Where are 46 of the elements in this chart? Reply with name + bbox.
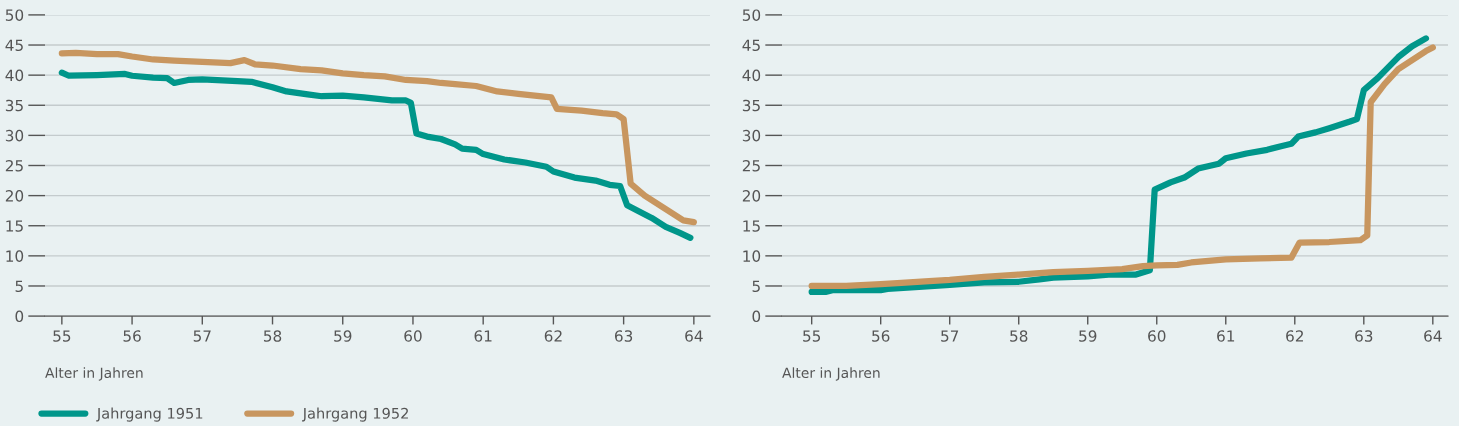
x-tick-label: 58 (263, 330, 282, 342)
y-tick-label: 30 (5, 129, 24, 142)
x-tick-label: 62 (1286, 330, 1303, 342)
x-tick-label: 60 (1148, 330, 1166, 342)
y-tick-label: 50 (5, 9, 24, 21)
x-axis-title: Alter in Jahren (45, 367, 143, 381)
y-tick-label: 45 (742, 39, 760, 52)
y-tick-label: 40 (5, 69, 24, 82)
y-tick-label: 25 (5, 159, 23, 172)
y-tick-label: 15 (743, 220, 760, 232)
y-tick-label: 15 (6, 220, 23, 232)
x-tick-label: 56 (123, 330, 141, 342)
x-tick-label: 63 (614, 330, 633, 342)
y-tick-label: 5 (752, 280, 760, 292)
x-tick-label: 60 (404, 330, 422, 342)
x-tick-label: 57 (941, 330, 959, 342)
x-tick-label: 56 (872, 330, 890, 342)
y-tick-label: 50 (742, 9, 761, 21)
x-tick-label: 64 (685, 330, 703, 342)
y-tick-label: 25 (742, 159, 760, 172)
x-tick-label: 57 (193, 330, 211, 342)
y-tick-label: 45 (5, 39, 23, 52)
y-tick-label: 20 (742, 190, 761, 202)
y-tick-label: 20 (5, 190, 24, 202)
y-tick-label: 35 (5, 99, 23, 112)
y-tick-label: 35 (742, 99, 760, 112)
x-tick-label: 59 (1079, 330, 1097, 342)
x-tick-label: 55 (53, 330, 71, 342)
y-tick-label: 30 (742, 129, 761, 142)
x-tick-label: 61 (1217, 330, 1235, 342)
legend-label: Jahrgang 1951 (96, 407, 203, 422)
y-tick-label: 10 (743, 250, 761, 262)
y-tick-label: 5 (15, 280, 23, 292)
x-tick-label: 55 (803, 330, 821, 342)
x-tick-label: 62 (544, 330, 562, 342)
x-tick-label: 58 (1010, 330, 1028, 342)
x-axis-title: Alter in Jahren (782, 367, 880, 381)
x-tick-label: 64 (1424, 330, 1442, 342)
y-tick-label: 0 (752, 310, 761, 323)
legend-label: Jahrgang 1952 (301, 407, 408, 422)
x-tick-label: 61 (474, 330, 492, 342)
x-tick-label: 63 (1355, 330, 1373, 342)
y-tick-label: 0 (15, 310, 24, 323)
y-tick-label: 10 (6, 250, 24, 262)
x-tick-label: 59 (334, 330, 352, 342)
y-tick-label: 40 (742, 69, 761, 82)
